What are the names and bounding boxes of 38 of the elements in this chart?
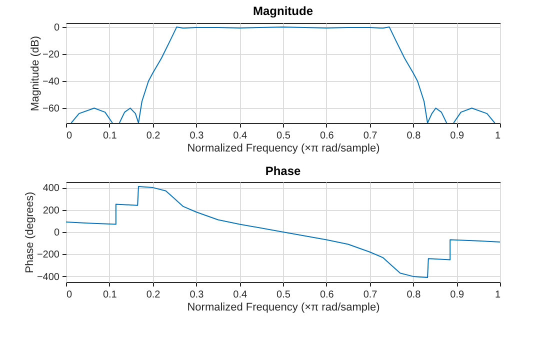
- x-tick-label: 0.5: [276, 130, 291, 142]
- y-tick-label: −40: [42, 76, 60, 88]
- y-axis-title: Magnitude (dB): [30, 36, 42, 112]
- x-tick-label: 0.6: [320, 130, 334, 142]
- x-tick-label: 1: [494, 130, 501, 142]
- x-tick-label: 0: [66, 290, 72, 300]
- x-tick-label: 0: [66, 130, 72, 142]
- x-tick-label: 0.7: [363, 290, 378, 300]
- line-series: [66, 186, 500, 278]
- chart-title: Magnitude: [253, 4, 314, 18]
- x-tick-label: 0.3: [190, 130, 204, 142]
- x-tick-label: 0.3: [190, 290, 204, 300]
- x-tick-label: 0.7: [363, 130, 378, 142]
- chart-title: Phase: [265, 164, 301, 178]
- x-tick-label: 0.4: [233, 290, 248, 300]
- y-tick-label: 0: [54, 228, 60, 238]
- y-tick-label: −200: [36, 250, 60, 261]
- x-tick-label: 0.1: [102, 130, 118, 142]
- x-tick-label: 0.4: [233, 130, 248, 142]
- x-tick-label: 0.1: [102, 290, 118, 300]
- y-tick-label: −20: [42, 50, 60, 61]
- y-axis-title: Phase (degrees): [24, 192, 36, 274]
- x-tick-label: 0.9: [450, 290, 464, 300]
- y-tick-label: −60: [42, 104, 60, 115]
- x-tick-label: 0.2: [146, 290, 161, 300]
- y-tick-label: 0: [54, 22, 60, 34]
- x-axis-title: Normalized Frequency (×π rad/sample): [187, 302, 380, 314]
- x-axis-title: Normalized Frequency (×π rad/sample): [187, 142, 380, 154]
- x-tick-label: 1: [494, 290, 501, 300]
- y-tick-label: −400: [36, 272, 60, 283]
- y-tick-label: 400: [42, 183, 60, 194]
- x-tick-label: 0.6: [320, 290, 334, 300]
- x-tick-label: 0.8: [406, 130, 422, 142]
- y-tick-label: 200: [42, 205, 60, 216]
- x-tick-label: 0.2: [146, 130, 161, 142]
- x-tick-label: 0.9: [450, 130, 464, 142]
- x-tick-label: 0.8: [406, 290, 422, 300]
- x-tick-label: 0.5: [276, 290, 291, 300]
